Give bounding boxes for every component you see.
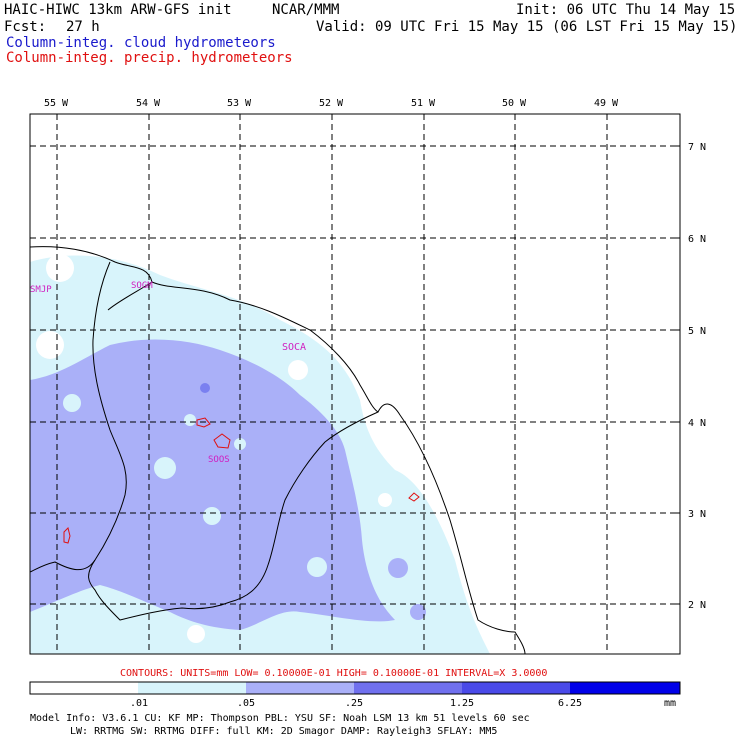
fcst-value: 27 h [66, 19, 100, 35]
colorbar-label-2: .25 [345, 698, 363, 709]
init-time: Init: 06 UTC Thu 14 May 15 [516, 2, 736, 18]
lat-label-5n: 5 N [688, 326, 706, 337]
border-east [88, 411, 379, 621]
map-frame [29, 113, 681, 655]
lat-label-6n: 6 N [688, 234, 706, 245]
cloud-shading-blue [30, 339, 395, 630]
lon-label-53w: 53 W [227, 98, 252, 109]
border-middle [107, 281, 153, 311]
field-precip-label: Column-integ. precip. hydrometeors [6, 50, 293, 66]
colorbar-label-4: 6.25 [558, 698, 582, 709]
station-soos: SOOS [208, 455, 230, 465]
lat-lon-grid [30, 114, 680, 654]
lat-label-3n: 3 N [688, 509, 706, 520]
model-info-line1: Model Info: V3.6.1 CU: KF MP: Thompson P… [30, 713, 530, 724]
station-smjp: SMJP [30, 285, 52, 295]
cloud-shading-light-east [360, 478, 485, 654]
valid-time: Valid: 09 UTC Fri 15 May 15 (06 LST Fri … [316, 19, 738, 35]
field-cloud-label: Column-integ. cloud hydrometeors [6, 35, 276, 51]
precip-contours [63, 417, 420, 544]
lon-label-50w: 50 W [502, 98, 527, 109]
fcst-label: Fcst: [4, 19, 47, 35]
colorbar-label-3: 1.25 [450, 698, 474, 709]
lat-label-7n: 7 N [688, 142, 706, 153]
lon-label-54w: 54 W [136, 98, 161, 109]
lon-label-49w: 49 W [594, 98, 619, 109]
lon-label-52w: 52 W [319, 98, 344, 109]
lat-label-2n: 2 N [688, 600, 706, 611]
colorbar [29, 681, 681, 695]
model-title: HAIC-HIWC 13km ARW-GFS init [4, 2, 232, 18]
lon-label-55w: 55 W [44, 98, 69, 109]
colorbar-label-1: .05 [237, 698, 255, 709]
lon-label-51w: 51 W [411, 98, 436, 109]
lat-label-4n: 4 N [688, 418, 706, 429]
station-sogm: SOGM [131, 281, 153, 291]
frame-ticks [56, 114, 680, 605]
model-info-line2: LW: RRTMG SW: RRTMG DIFF: full KM: 2D Sm… [70, 726, 497, 737]
border-west [30, 261, 127, 573]
org-label: NCAR/MMM [272, 2, 340, 18]
station-soca: SOCA [282, 342, 306, 353]
colorbar-units: mm [664, 698, 676, 709]
colorbar-label-0: .01 [130, 698, 148, 709]
coastline [30, 246, 526, 654]
contours-caption: CONTOURS: UNITS=mm LOW= 0.10000E-01 HIGH… [120, 668, 547, 679]
